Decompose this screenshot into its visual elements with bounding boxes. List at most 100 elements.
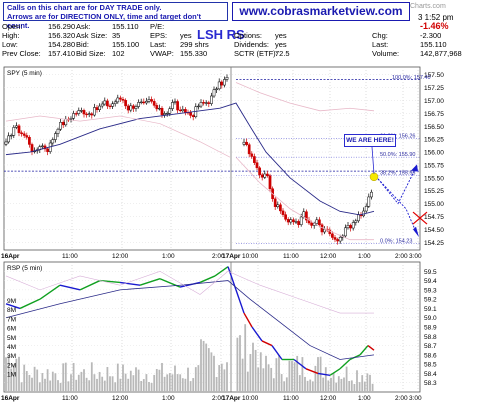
down-arrow-head (413, 226, 419, 238)
fib-label: 61.8%: 156.26 (380, 134, 415, 140)
candle (121, 98, 125, 101)
candle (294, 221, 298, 223)
candle (163, 113, 166, 116)
callout-pointer (371, 146, 375, 174)
candle (51, 139, 55, 144)
volume-bar (348, 380, 351, 392)
volume-bar (72, 362, 75, 392)
rsp-y-tick-label: 59.0 (424, 315, 437, 322)
quote-value: 155.330 (180, 49, 208, 58)
candle (111, 103, 114, 107)
volume-bar (358, 382, 361, 392)
lower-band-line (235, 156, 374, 241)
upward-direction-arrow (377, 167, 417, 205)
volume-bar (200, 339, 202, 392)
volume-bar (142, 379, 145, 392)
volume-bar (187, 367, 189, 392)
candle (43, 145, 47, 150)
volume-bar (236, 337, 239, 392)
volume-bar (122, 364, 124, 392)
volume-tick-label: 6M (7, 326, 16, 333)
quote-key: Open: (2, 22, 23, 31)
candle (184, 109, 187, 113)
volume-tick-label: 3M (7, 353, 16, 360)
candle (336, 239, 339, 242)
volume-bar (220, 363, 223, 392)
candle (168, 108, 172, 114)
candle (220, 81, 224, 86)
candle (289, 219, 293, 223)
volume-bar (369, 374, 371, 392)
volume-bar (153, 374, 156, 392)
volume-bar (226, 362, 228, 392)
rsp-price-segment (305, 368, 319, 375)
candle (318, 219, 321, 225)
candle (132, 105, 135, 109)
rsp-price-segment (79, 279, 101, 291)
rsp-y-tick-label: 58.5 (424, 362, 437, 369)
quote-key: SCTR (ETF): (234, 49, 278, 58)
volume-bar (10, 368, 13, 392)
volume-bar (106, 366, 109, 392)
price-y-tick-label: 156.25 (424, 137, 444, 144)
disclaimer-line-2: Arrows are for DIRECTION ONLY, time and … (7, 12, 202, 30)
volume-bar (189, 381, 192, 392)
candle (310, 222, 313, 226)
volume-bar (215, 377, 218, 392)
rsp-price-segment (5, 303, 21, 310)
rsp-price-segment (339, 358, 351, 370)
fib-label: 50.0%: 155.90 (380, 152, 415, 158)
quote-value: yes (275, 31, 287, 40)
quote-key: Options: (234, 31, 262, 40)
price-x-tick-label: 12:00 (320, 253, 337, 260)
volume-bar (124, 373, 127, 392)
summary-value: 142,877,968 (420, 49, 462, 58)
volume-bar (283, 381, 286, 392)
rsp-price-segment (251, 326, 263, 342)
candle (25, 135, 29, 138)
quote-key: Bid Size: (76, 49, 106, 58)
volume-bar (184, 378, 187, 392)
candle (263, 173, 267, 178)
candle (15, 125, 18, 128)
candle (245, 141, 248, 145)
volume-bar (239, 335, 241, 392)
price-x-tick-label: 10:00 (242, 253, 259, 260)
candle (266, 173, 269, 176)
candle (225, 77, 229, 80)
price-x-tick-label: 3:00 (409, 253, 422, 260)
candle (119, 97, 122, 100)
quote-value: 35 (112, 31, 121, 40)
candle (77, 110, 81, 114)
up-arrow-head (411, 164, 418, 172)
we-are-here-callout: WE ARE HERE! (344, 134, 396, 147)
price-x-tick-label: 2:00 (212, 253, 225, 260)
rsp-y-tick-label: 58.4 (424, 371, 437, 378)
volume-bar (259, 352, 262, 392)
candle (9, 135, 13, 137)
volume-bar (171, 374, 174, 392)
rsp-x-tick-label: 17Apr (222, 395, 241, 402)
summary-value: -2.300 (420, 31, 442, 40)
volume-bar (202, 340, 205, 392)
candle (171, 102, 174, 109)
rsp-price-segment (99, 279, 121, 284)
volume-bar (270, 367, 273, 392)
volume-bar (249, 354, 252, 392)
quote-key: Ask: (76, 22, 91, 31)
candle (4, 141, 8, 145)
candle (299, 216, 303, 225)
volume-bar (218, 365, 221, 392)
rsp-x-tick-label: 10:00 (242, 395, 259, 402)
rsp-x-tick-label: 2:00 (395, 395, 408, 402)
quote-value: 156.290 (48, 22, 76, 31)
volume-bar (275, 358, 278, 392)
disclaimer-line-1: Calls on this chart are for DAY TRADE on… (7, 3, 162, 12)
candle (207, 102, 211, 104)
candle (155, 105, 159, 110)
red-x-marker (412, 211, 428, 225)
candle (370, 191, 373, 198)
volume-bar (103, 380, 106, 392)
candle (210, 95, 213, 104)
